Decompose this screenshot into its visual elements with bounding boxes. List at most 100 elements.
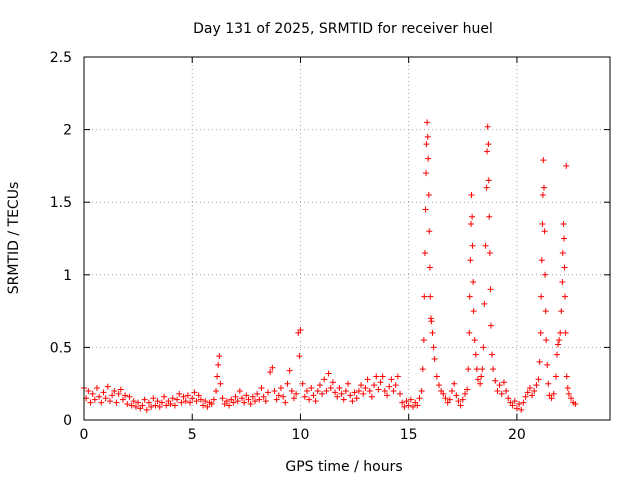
data-point bbox=[130, 398, 137, 405]
data-point bbox=[485, 141, 492, 148]
data-point bbox=[401, 403, 408, 410]
data-point bbox=[388, 376, 395, 383]
data-point bbox=[377, 379, 384, 386]
data-point bbox=[254, 390, 261, 397]
data-point bbox=[184, 392, 191, 399]
data-point bbox=[277, 385, 284, 392]
data-point bbox=[478, 373, 485, 380]
data-point bbox=[394, 373, 401, 380]
data-point bbox=[182, 398, 189, 405]
data-point bbox=[152, 402, 159, 409]
data-point bbox=[321, 376, 328, 383]
data-point bbox=[316, 382, 323, 389]
data-point bbox=[109, 392, 116, 399]
data-point bbox=[195, 392, 202, 399]
y-tick-label: 0.5 bbox=[50, 340, 72, 356]
data-point bbox=[500, 379, 507, 386]
data-point bbox=[560, 220, 567, 227]
data-point bbox=[143, 406, 150, 413]
data-point bbox=[477, 380, 484, 387]
data-point bbox=[306, 396, 313, 403]
data-point bbox=[471, 337, 478, 344]
data-point bbox=[366, 387, 373, 394]
data-point bbox=[486, 213, 493, 220]
data-point bbox=[163, 402, 170, 409]
data-point bbox=[552, 373, 559, 380]
data-point bbox=[416, 395, 423, 402]
data-point bbox=[541, 228, 548, 235]
data-point bbox=[557, 329, 564, 336]
data-point bbox=[410, 403, 417, 410]
y-axis-label: SRMTID / TECUs bbox=[6, 182, 22, 295]
y-axis-ticks: 0 0.5 1 1.5 2 2.5 bbox=[50, 50, 610, 429]
data-point bbox=[539, 191, 546, 198]
data-point bbox=[353, 395, 360, 402]
data-point bbox=[308, 385, 315, 392]
data-point bbox=[392, 382, 399, 389]
data-point bbox=[119, 396, 126, 403]
data-point bbox=[245, 396, 252, 403]
data-point bbox=[451, 380, 458, 387]
data-point bbox=[314, 387, 321, 394]
data-point bbox=[338, 390, 345, 397]
data-point bbox=[241, 399, 248, 406]
data-point bbox=[247, 401, 254, 408]
data-point bbox=[371, 382, 378, 389]
data-point bbox=[540, 184, 547, 191]
data-point bbox=[362, 385, 369, 392]
data-point bbox=[216, 353, 223, 360]
data-point bbox=[176, 390, 183, 397]
data-point bbox=[217, 380, 224, 387]
data-point bbox=[256, 396, 263, 403]
data-point bbox=[288, 387, 295, 394]
data-point bbox=[156, 403, 163, 410]
data-point bbox=[466, 293, 473, 300]
data-point bbox=[96, 393, 103, 400]
data-point bbox=[440, 390, 447, 397]
data-point bbox=[524, 389, 531, 396]
data-point bbox=[301, 393, 308, 400]
data-point bbox=[540, 157, 547, 164]
data-point bbox=[132, 403, 139, 410]
x-tick-label: 20 bbox=[508, 427, 526, 443]
data-point bbox=[473, 366, 480, 373]
data-point bbox=[145, 399, 152, 406]
data-point bbox=[327, 385, 334, 392]
data-point bbox=[435, 382, 442, 389]
data-point bbox=[340, 396, 347, 403]
data-point bbox=[267, 369, 274, 376]
data-point bbox=[273, 396, 280, 403]
data-point bbox=[425, 155, 432, 162]
data-point bbox=[122, 392, 129, 399]
data-point bbox=[464, 386, 471, 393]
data-point bbox=[467, 257, 474, 264]
data-point bbox=[171, 402, 178, 409]
data-point bbox=[494, 387, 501, 394]
data-point bbox=[442, 395, 449, 402]
data-point bbox=[158, 399, 165, 406]
data-point bbox=[472, 351, 479, 358]
data-point bbox=[562, 329, 569, 336]
data-point bbox=[223, 398, 230, 405]
data-point bbox=[431, 356, 438, 363]
data-point bbox=[379, 373, 386, 380]
data-point bbox=[87, 399, 94, 406]
data-point bbox=[407, 396, 414, 403]
data-point bbox=[526, 385, 533, 392]
data-point bbox=[484, 148, 491, 155]
data-point bbox=[429, 329, 436, 336]
data-point bbox=[336, 385, 343, 392]
data-point bbox=[197, 396, 204, 403]
data-point bbox=[113, 399, 120, 406]
data-point bbox=[191, 389, 198, 396]
data-point bbox=[424, 133, 431, 140]
data-point bbox=[553, 351, 560, 358]
data-point bbox=[470, 279, 477, 286]
data-point bbox=[496, 382, 503, 389]
data-point bbox=[568, 395, 575, 402]
data-point bbox=[505, 395, 512, 402]
data-point bbox=[421, 293, 428, 300]
data-point bbox=[169, 395, 176, 402]
data-point bbox=[252, 398, 259, 405]
data-point bbox=[296, 353, 303, 360]
